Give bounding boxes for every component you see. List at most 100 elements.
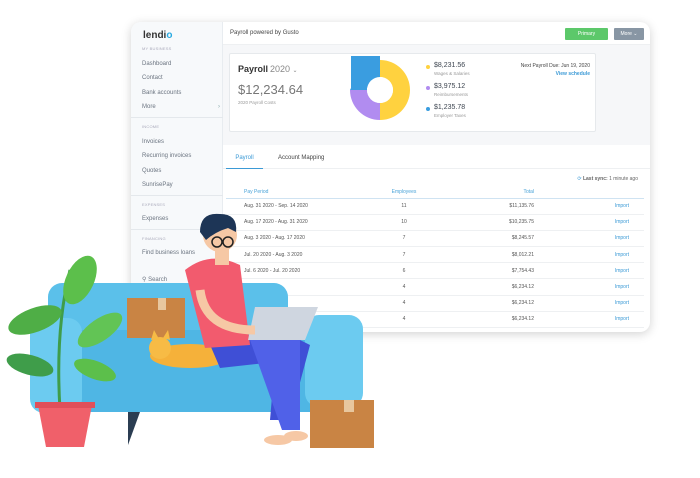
sidebar-item-expenses[interactable]: Expenses — [142, 216, 169, 222]
employees-cell: 10 — [364, 214, 444, 231]
chevron-right-icon: › — [218, 104, 220, 110]
sidebar-item-recurring-invoices[interactable]: Recurring invoices — [142, 153, 192, 159]
pay-period-cell: Jul. 20 2020 - Aug. 3 2020 — [226, 246, 364, 264]
more-label: More — [142, 104, 156, 110]
employees-cell: 4 — [364, 278, 444, 296]
legend-value: $1,235.78 — [434, 104, 466, 111]
total-cell: $10,235.75 — [444, 214, 534, 231]
divider — [131, 195, 223, 196]
total-cell: $6,234.12 — [444, 295, 534, 312]
section-my-business: MY BUSINESS — [142, 46, 172, 51]
legend-label: Wages & Salaries — [434, 71, 470, 76]
employees-cell: 11 — [364, 198, 444, 215]
pay-period-cell: Aug. 17 2020 - Aug. 31 2020 — [226, 214, 364, 231]
table-row: Aug. 31 2020 - Sep. 14 2020 11 $11,135.76 I… — [226, 198, 644, 215]
table-row: Aug. 3 2020 - Aug. 17 2020 7 $8,245.57 Impo… — [226, 230, 644, 248]
header-title: Payroll powered by Gusto — [230, 30, 299, 36]
tabs: Payroll Account Mapping — [223, 145, 650, 169]
sidebar-item-find-business-loans[interactable]: Find business loans — [142, 250, 196, 256]
import-link[interactable]: Import — [534, 295, 644, 312]
legend-value: $3,975.12 — [434, 83, 466, 90]
employees-cell: 4 — [364, 311, 444, 329]
employees-cell: 4 — [364, 295, 444, 312]
payroll-summary-card: Payroll 2020 ⌄ $12,234.64 2020 Payroll C… — [229, 53, 596, 132]
import-link[interactable]: Import — [534, 278, 644, 296]
person-illustration — [185, 213, 318, 445]
year-select[interactable]: 2020 ⌄ — [270, 64, 298, 74]
sidebar-item-sunrisepay[interactable]: SunrisePay — [142, 182, 173, 188]
header: Payroll powered by Gusto Primary More ⌄ — [223, 22, 650, 45]
view-schedule-link[interactable]: View schedule — [555, 71, 590, 77]
col-total[interactable]: Total — [444, 186, 534, 199]
total-cell: $7,754.43 — [444, 262, 534, 280]
year-value: 2020 — [270, 64, 291, 74]
table-row: Jul. 6 2020 - Jul. 20 2020 6 $7,754.43 Impo… — [226, 262, 644, 280]
divider — [131, 117, 223, 118]
import-link[interactable]: Import — [534, 311, 644, 329]
table-header: Pay Period Employees Total — [226, 186, 644, 199]
tab-payroll[interactable]: Payroll — [226, 155, 263, 169]
legend-label: Employer Taxes — [434, 113, 466, 118]
legend-dot — [426, 86, 430, 90]
legend-value: $8,231.56 — [434, 62, 466, 69]
last-sync: ⟳ Last sync: 1 minute ago — [577, 176, 638, 182]
total-cell: $8,245.57 — [444, 230, 534, 248]
table-row: Aug. 17 2020 - Aug. 31 2020 10 $10,235.75 I… — [226, 214, 644, 231]
divider — [131, 229, 223, 230]
employees-cell: 7 — [364, 246, 444, 264]
pay-period-cell: Aug. 31 2020 - Sep. 14 2020 — [226, 198, 364, 215]
import-link[interactable]: Import — [534, 198, 644, 215]
sidebar-item-quotes[interactable]: Quotes — [142, 168, 162, 174]
search-placeholder: Search — [148, 277, 168, 283]
legend-label: Reimbursements — [434, 92, 469, 97]
donut-slice-wages — [380, 60, 410, 120]
pay-period-cell: Aug. 3 2020 - Aug. 17 2020 — [226, 230, 364, 248]
next-payroll-due: Next Payroll Due: Jun 19, 2020 — [520, 63, 590, 69]
primary-button[interactable]: Primary — [565, 28, 608, 40]
import-link[interactable]: Import — [534, 230, 644, 248]
pay-period-cell: Jul. 6 2020 - Jul. 20 2020 — [226, 262, 364, 280]
sidebar-item-dashboard[interactable]: Dashboard — [142, 61, 172, 67]
col-pay-period[interactable]: Pay Period — [226, 186, 364, 199]
sidebar-item-contact[interactable]: Contact — [142, 75, 163, 81]
col-employees[interactable]: Employees — [364, 186, 444, 199]
last-sync-label: Last sync: — [582, 176, 608, 182]
section-income: INCOME — [142, 124, 160, 129]
total-cell: $6,234.12 — [444, 311, 534, 329]
chevron-down-icon: ⌄ — [292, 68, 298, 74]
last-sync-value: 1 minute ago — [609, 176, 638, 182]
import-link[interactable]: Import — [534, 262, 644, 280]
payroll-title: Payroll — [238, 64, 269, 74]
sync-icon: ⟳ — [577, 176, 583, 182]
total-cell: $11,135.76 — [444, 198, 534, 215]
total-cell: $6,234.12 — [444, 278, 534, 296]
more-button[interactable]: More ⌄ — [614, 28, 644, 40]
employees-cell: 7 — [364, 230, 444, 248]
section-expenses: EXPENSES — [142, 202, 166, 207]
sidebar-item-more[interactable]: More › — [142, 104, 220, 110]
table-row: Jul. 20 2020 - Aug. 3 2020 7 $8,012.21 Impo… — [226, 246, 644, 264]
col-actions — [534, 186, 644, 199]
section-financing: FINANCING — [142, 236, 166, 241]
sidebar: lendio MY BUSINESS Dashboard Contact Ban… — [131, 22, 223, 332]
payroll-total: $12,234.64 — [238, 82, 304, 97]
import-link[interactable]: Import — [534, 246, 644, 264]
boxes-illustration — [127, 298, 374, 448]
search-input[interactable]: ⚲ Search — [142, 276, 167, 283]
import-link[interactable]: Import — [534, 214, 644, 231]
tab-account-mapping[interactable]: Account Mapping — [278, 155, 325, 161]
legend-dot — [426, 65, 430, 69]
search-icon: ⚲ — [142, 277, 149, 283]
total-cell: $8,012.21 — [444, 246, 534, 264]
legend-dot — [426, 107, 430, 111]
sidebar-item-bank-accounts[interactable]: Bank accounts — [142, 90, 182, 96]
payroll-donut-chart — [350, 56, 410, 120]
sidebar-item-invoices[interactable]: Invoices — [142, 139, 165, 145]
employees-cell: 6 — [364, 262, 444, 280]
logo: lendio — [143, 30, 173, 41]
payroll-total-label: 2020 Payroll Costs — [238, 100, 276, 105]
plant-illustration — [6, 255, 123, 447]
cat-illustration — [149, 330, 230, 368]
donut-slice-reimbursements — [350, 90, 380, 120]
